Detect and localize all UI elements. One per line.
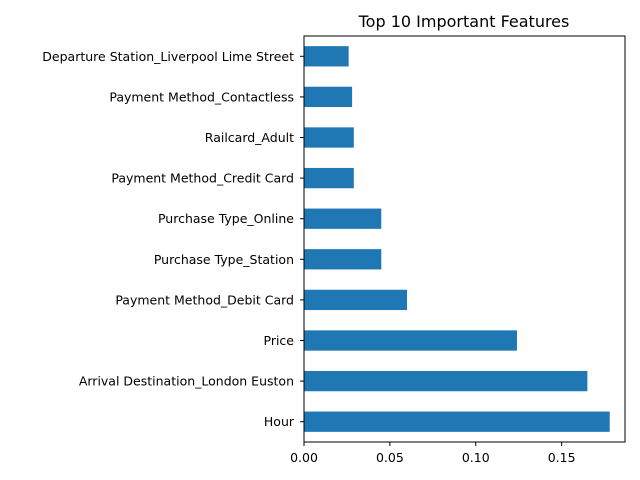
bar-9 — [304, 370, 588, 392]
y-tick-label: Railcard_Adult — [205, 130, 294, 145]
plot-frame — [303, 35, 626, 443]
bar-6 — [304, 249, 382, 270]
bar-8 — [304, 330, 517, 351]
y-tick-label: Purchase Type_Station — [154, 252, 294, 267]
y-tick-label: Hour — [264, 414, 295, 429]
y-tick-label: Departure Station_Liverpool Lime Street — [42, 49, 294, 64]
x-tick-label: 0.15 — [548, 450, 576, 465]
x-tick-label: 0.00 — [290, 450, 318, 465]
bar-5 — [304, 208, 382, 229]
x-tick-label: 0.10 — [462, 450, 490, 465]
y-tick-label: Payment Method_Credit Card — [111, 171, 294, 186]
bar-4 — [304, 167, 354, 189]
y-tick-label: Purchase Type_Online — [158, 211, 294, 226]
bar-3 — [304, 127, 354, 148]
bar-10 — [304, 411, 610, 432]
y-tick-label: Payment Method_Debit Card — [115, 292, 294, 307]
y-tick-label: Payment Method_Contactless — [109, 89, 294, 104]
bar-1 — [304, 46, 349, 67]
x-tick-label: 0.05 — [376, 450, 404, 465]
y-tick-label: Arrival Destination_London Euston — [79, 374, 294, 389]
y-tick-label: Price — [264, 333, 295, 348]
chart-title: Top 10 Important Features — [358, 12, 570, 31]
bar-7 — [304, 289, 408, 311]
bar-2 — [304, 86, 353, 108]
